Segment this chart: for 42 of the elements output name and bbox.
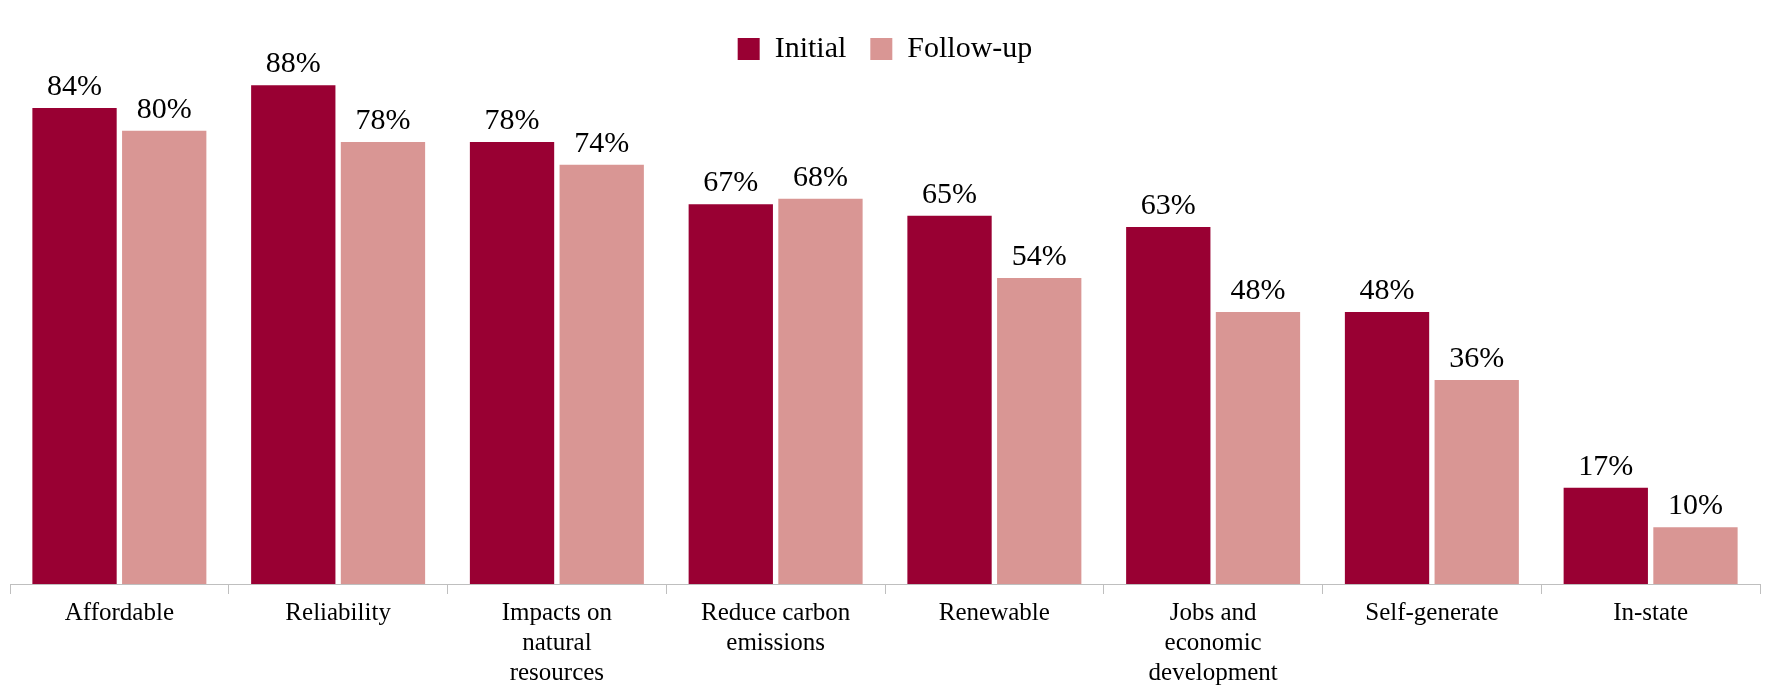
data-label: 84% xyxy=(47,67,103,101)
x-tick-label: Impacts on natural resources xyxy=(501,597,613,685)
data-label: 48% xyxy=(1359,271,1415,305)
data-label: 68% xyxy=(792,158,848,192)
data-label: 63% xyxy=(1140,186,1196,220)
x-tick-label: Reliability xyxy=(285,597,392,625)
bar xyxy=(1344,312,1430,584)
data-label: 54% xyxy=(1011,237,1067,271)
data-label: 67% xyxy=(703,164,759,198)
x-tick-label: Self-generate xyxy=(1365,597,1499,625)
bar xyxy=(340,142,426,584)
legend-label: Follow-up xyxy=(907,29,1033,63)
bar xyxy=(32,108,117,584)
bar xyxy=(907,215,992,584)
data-label: 17% xyxy=(1578,447,1634,481)
x-tick-label: Renewable xyxy=(938,597,1050,625)
data-label: 88% xyxy=(265,45,321,79)
data-label: 48% xyxy=(1230,271,1286,305)
data-label: 80% xyxy=(136,90,192,124)
bar xyxy=(469,142,555,584)
bar xyxy=(778,198,863,584)
bar xyxy=(1653,527,1738,584)
data-label: 78% xyxy=(355,101,411,135)
bar xyxy=(997,278,1082,584)
data-label: 10% xyxy=(1667,487,1723,521)
x-tick-label: In-state xyxy=(1613,597,1689,625)
data-label: 74% xyxy=(574,124,630,158)
x-tick-label: Reduce carbon emissions xyxy=(701,597,851,655)
bar xyxy=(122,130,207,584)
bar xyxy=(1563,487,1648,584)
bar xyxy=(1215,312,1301,584)
data-label: 65% xyxy=(922,175,978,209)
x-tick-label: Affordable xyxy=(64,597,174,625)
bar xyxy=(1126,227,1211,584)
x-tick-label: Jobs and economic development xyxy=(1148,597,1278,685)
bar xyxy=(688,204,773,584)
data-label: 36% xyxy=(1449,339,1505,373)
bar xyxy=(251,85,336,584)
data-label: 78% xyxy=(484,101,540,135)
bar xyxy=(559,164,644,584)
legend-label: Initial xyxy=(774,29,847,63)
bar xyxy=(1434,380,1519,584)
